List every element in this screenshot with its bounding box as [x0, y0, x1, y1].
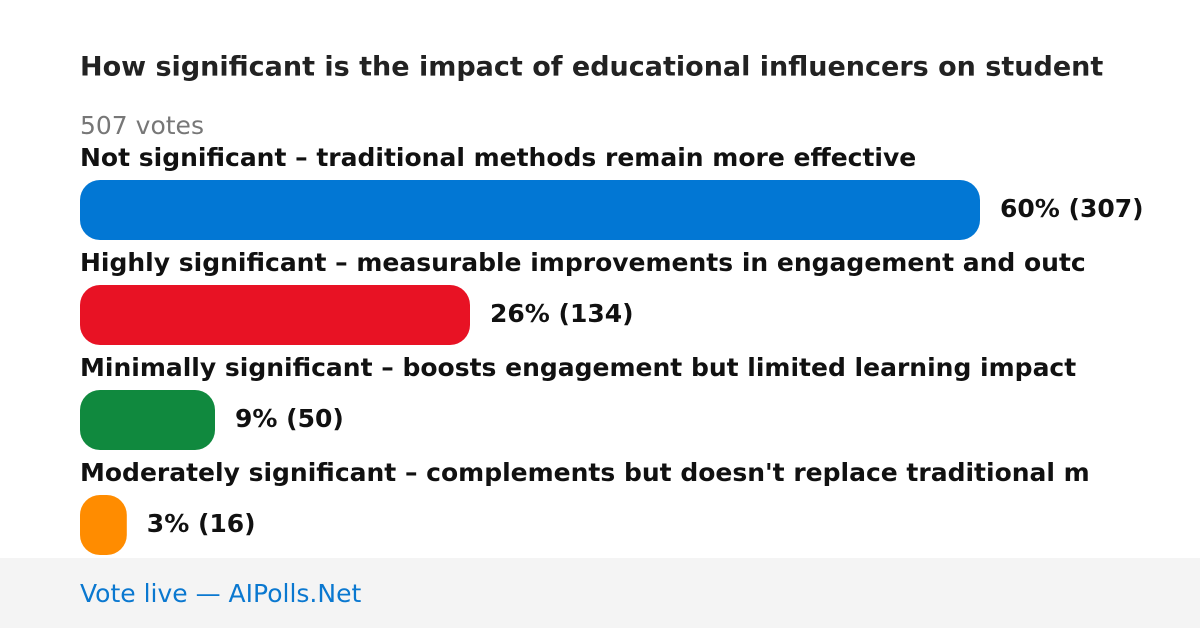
value-label: 3% (16): [147, 509, 256, 538]
option-label: Moderately significant – complements but…: [80, 458, 1090, 487]
footer-bar: [0, 558, 1200, 628]
bar: [80, 390, 215, 450]
vote-count: 507 votes: [80, 111, 204, 140]
poll-title: How significant is the impact of educati…: [80, 52, 1103, 83]
value-label: 26% (134): [490, 299, 634, 328]
option-label: Highly significant – measurable improvem…: [80, 248, 1086, 277]
bar: [80, 285, 470, 345]
bar: [80, 180, 980, 240]
option-label: Not significant – traditional methods re…: [80, 143, 916, 172]
value-label: 9% (50): [235, 404, 344, 433]
value-label: 60% (307): [1000, 194, 1144, 223]
footer-link[interactable]: Vote live — AIPolls.Net: [80, 579, 361, 608]
option-label: Minimally significant – boosts engagemen…: [80, 353, 1076, 382]
bar: [80, 495, 127, 555]
